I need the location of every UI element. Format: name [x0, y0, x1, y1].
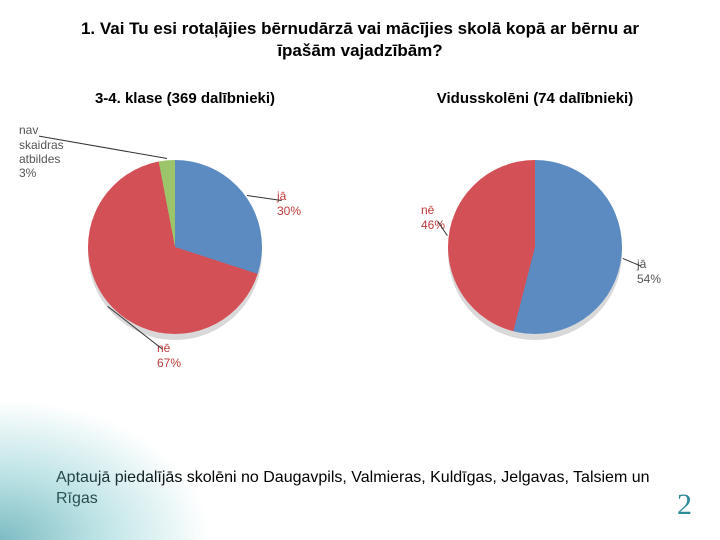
page-number: 2 [677, 488, 692, 522]
footer-text: Aptaujā piedalījās skolēni no Daugavpils… [56, 467, 660, 510]
pie-chart [448, 160, 622, 334]
chart-left-title: 3-4. klase (369 dalībnieki) [15, 90, 355, 107]
pie-label: navskaidrasatbildes3% [19, 123, 64, 181]
pie-label: jā30% [277, 189, 301, 218]
pie-label: jā54% [637, 257, 661, 286]
chart-right-title: Vidusskolēni (74 dalībnieki) [365, 90, 705, 107]
chart-left-area: jā30% nē67% navskaidrasatbildes3% [15, 117, 355, 367]
footer: Aptaujā piedalījās skolēni no Daugavpils… [46, 467, 660, 510]
decorative-gradient [0, 360, 260, 540]
charts-row: 3-4. klase (369 dalībnieki) jā30% nē67% na… [0, 90, 720, 367]
chart-right-area: jā54%nē46% [365, 117, 705, 367]
slide-title: 1. Vai Tu esi rotaļājies bērnudārzā vai … [0, 0, 720, 62]
chart-right: Vidusskolēni (74 dalībnieki) jā54%nē46% [365, 90, 705, 367]
pie-label: nē67% [157, 341, 181, 370]
pie-chart [88, 160, 262, 334]
chart-left: 3-4. klase (369 dalībnieki) jā30% nē67% na… [15, 90, 355, 367]
